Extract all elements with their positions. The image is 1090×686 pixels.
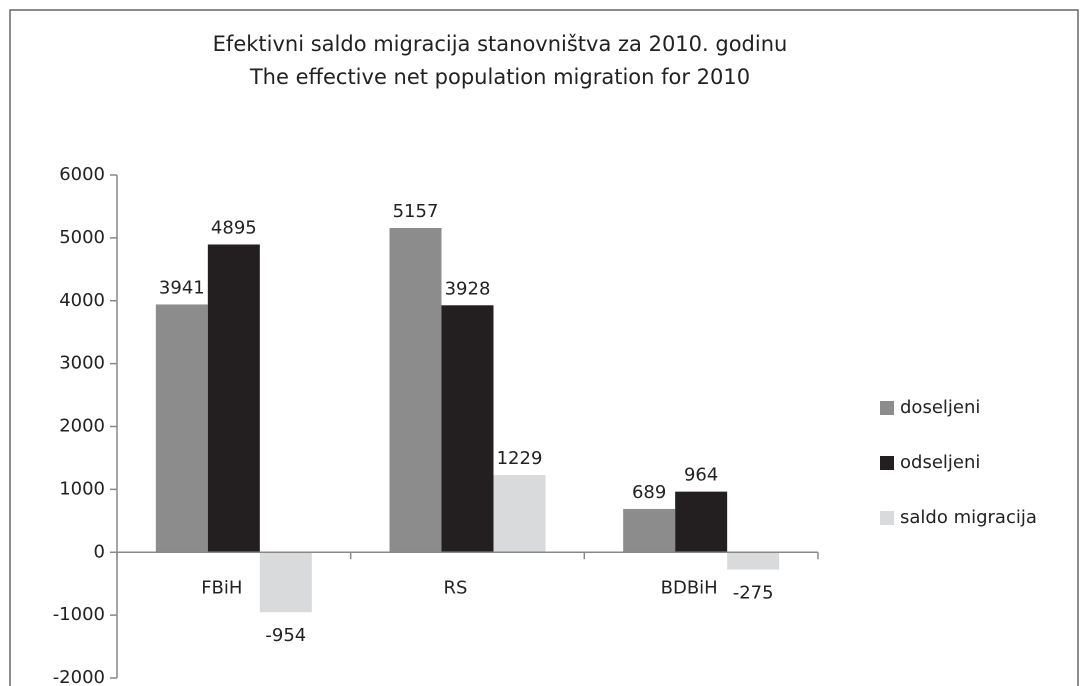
y-tick-label: -2000	[53, 667, 105, 686]
y-tick-label: 2000	[59, 416, 105, 437]
bar	[675, 491, 728, 553]
bar	[259, 552, 312, 613]
bar	[207, 244, 260, 553]
data-label: 1229	[497, 448, 543, 469]
legend-swatch	[880, 511, 894, 525]
y-tick-label: -1000	[53, 604, 105, 625]
y-tick-label: 3000	[59, 353, 105, 374]
x-tick-label: BDBiH	[661, 577, 718, 598]
y-tick-label: 4000	[59, 290, 105, 311]
y-tick-label: 0	[94, 541, 105, 562]
y-tick-label: 5000	[59, 227, 105, 248]
data-label: -954	[265, 625, 306, 646]
legend-swatch	[880, 456, 894, 470]
x-tick-label: RS	[444, 577, 468, 598]
bar	[623, 508, 676, 553]
bar	[441, 305, 494, 553]
chart-subtitle: The effective net population migration f…	[249, 65, 750, 89]
legend-label: doseljeni	[900, 397, 980, 418]
data-label: 4895	[211, 217, 257, 238]
legend-label: odseljeni	[900, 452, 980, 473]
data-label: -275	[733, 583, 774, 604]
data-label: 5157	[393, 201, 439, 222]
x-tick-label: FBiH	[201, 577, 242, 598]
data-label: 689	[632, 482, 666, 503]
bar	[493, 474, 546, 553]
bar	[727, 552, 780, 570]
data-label: 3941	[159, 277, 205, 298]
y-tick-label: 6000	[59, 164, 105, 185]
bar	[155, 304, 208, 553]
legend-swatch	[880, 401, 894, 415]
chart-title: Efektivni saldo migracija stanovništva z…	[213, 32, 788, 56]
data-label: 3928	[445, 278, 491, 299]
legend-label: saldo migracija	[900, 507, 1037, 528]
y-tick-label: 1000	[59, 478, 105, 499]
data-label: 964	[684, 465, 718, 486]
bar	[389, 228, 442, 553]
